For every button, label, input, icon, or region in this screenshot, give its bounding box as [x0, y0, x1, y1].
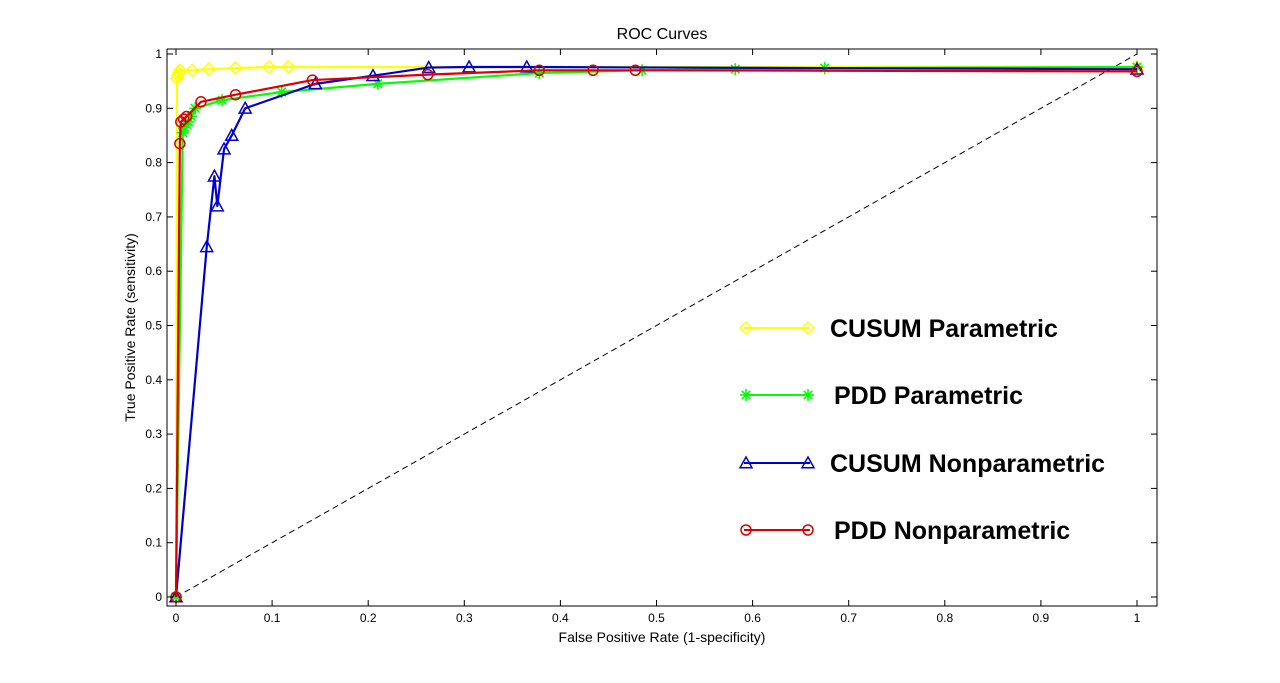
x-tick-label: 0.8 [936, 611, 953, 625]
chance-diagonal-line [175, 53, 1138, 598]
reference-diagonal-layer [175, 53, 1138, 598]
y-axis-title: True Positive Rate (sensitivity) [122, 233, 138, 422]
star-stroke [803, 390, 813, 400]
legend-item-pdd-nonparametric: PDD Nonparametric [740, 517, 1070, 545]
legend-marker-cusum-parametric [800, 320, 816, 336]
legend-marker-cusum-nonparametric [738, 455, 754, 469]
data-point-pdd-nonparametric [180, 110, 193, 123]
y-tick-label: 0.5 [145, 319, 162, 333]
x-tick-label: 0 [173, 611, 180, 625]
legend-item-pdd-parametric: PDD Parametric [740, 382, 1023, 410]
series-pdd-nonparametric [170, 64, 1143, 603]
series-line-pdd-nonparametric [174, 69, 1138, 598]
data-point-cusum-nonparametric [1129, 61, 1145, 75]
data-point-pdd-parametric [729, 63, 742, 76]
axes-layer: 0 0.1 0.2 0.3 0.4 0.5 0.6 0.7 0.8 0.9 1 0 0.1 0.2 0.3 0… [145, 47, 1157, 625]
data-point-pdd-nonparametric [422, 68, 434, 81]
legend-marker-pdd-parametric [802, 389, 814, 401]
data-point-cusum-parametric [201, 62, 216, 77]
legend-item-cusum-nonparametric: CUSUM Nonparametric [738, 450, 1105, 478]
y-tick-label: 1 [155, 47, 162, 61]
data-point-pdd-nonparametric [195, 96, 207, 108]
data-point-pdd-nonparametric [1131, 65, 1143, 78]
data-point-pdd-nonparametric [177, 113, 190, 125]
data-point-pdd-nonparametric [306, 74, 319, 86]
legend-marker-pdd-nonparametric [802, 524, 814, 536]
data-point-cusum-nonparametric [308, 76, 323, 90]
series-layer [168, 59, 1145, 605]
chart-title: ROC Curves [617, 26, 708, 43]
data-point-pdd-nonparametric [629, 64, 642, 77]
data-point-cusum-parametric [281, 59, 296, 75]
x-axis-title: False Positive Rate (1-specificity) [559, 629, 766, 645]
y-tick-label: 0 [155, 590, 162, 604]
data-point-cusum-parametric [172, 63, 187, 78]
data-point-cusum-nonparametric [224, 127, 240, 141]
data-point-cusum-nonparametric [461, 59, 477, 73]
y-tick-label: 0.7 [145, 210, 162, 224]
legend-marker-pdd-parametric [740, 389, 752, 401]
y-tick-label: 0.8 [145, 156, 162, 170]
x-tick-label: 1 [1134, 611, 1141, 625]
x-tick-label: 0.6 [744, 611, 761, 625]
series-cusum-parametric [168, 59, 1145, 605]
legend-marker-cusum-nonparametric [800, 455, 816, 469]
x-tick-label: 0.9 [1033, 611, 1050, 625]
x-tick-label: 0.3 [456, 611, 473, 625]
legend-marker-pdd-nonparametric [740, 524, 752, 536]
legend-label-pdd-parametric: PDD Parametric [834, 382, 1023, 410]
y-tick-label: 0.2 [145, 481, 162, 495]
data-point-cusum-nonparametric [210, 198, 225, 212]
data-point-cusum-nonparametric [421, 60, 437, 74]
x-tick-label: 0.4 [552, 611, 569, 625]
plot-area [166, 48, 1158, 607]
data-point-cusum-parametric [185, 63, 200, 78]
star-stroke [741, 390, 751, 400]
data-point-cusum-nonparametric [207, 168, 222, 182]
data-point-cusum-nonparametric [365, 68, 381, 82]
data-point-pdd-nonparametric [587, 64, 599, 77]
legend: CUSUM Parametric PDD Parametric CUSUM Nonp… [738, 315, 1105, 545]
data-point-cusum-nonparametric [216, 141, 232, 155]
x-tick-label: 0.2 [360, 611, 377, 625]
star-stroke [276, 87, 287, 97]
series-line-cusum-nonparametric [174, 65, 1138, 598]
data-point-cusum-parametric [228, 61, 243, 76]
data-point-cusum-parametric [262, 59, 277, 75]
legend-label-cusum-parametric: CUSUM Parametric [830, 315, 1058, 343]
data-point-cusum-nonparametric [237, 100, 253, 114]
y-tick-label: 0.1 [145, 536, 162, 550]
star-stroke [373, 79, 383, 89]
y-tick-label: 0.9 [145, 101, 162, 115]
data-point-pdd-nonparametric [229, 88, 242, 101]
y-tick-label: 0.6 [145, 264, 162, 278]
legend-marker-cusum-parametric [738, 320, 754, 336]
data-point-pdd-nonparametric [174, 137, 186, 150]
y-tick-label: 0.4 [145, 373, 162, 387]
data-point-cusum-nonparametric [199, 239, 215, 253]
legend-item-cusum-parametric: CUSUM Parametric [738, 315, 1058, 343]
y-tick-label: 0.3 [145, 427, 162, 441]
legend-label-pdd-nonparametric: PDD Nonparametric [834, 517, 1070, 545]
x-tick-label: 0.1 [264, 611, 281, 625]
star-stroke [730, 64, 741, 75]
x-tick-label: 0.7 [840, 611, 857, 625]
legend-label-cusum-nonparametric: CUSUM Nonparametric [830, 450, 1105, 478]
x-tick-label: 0.5 [648, 611, 665, 625]
data-point-pdd-nonparametric [533, 64, 546, 77]
